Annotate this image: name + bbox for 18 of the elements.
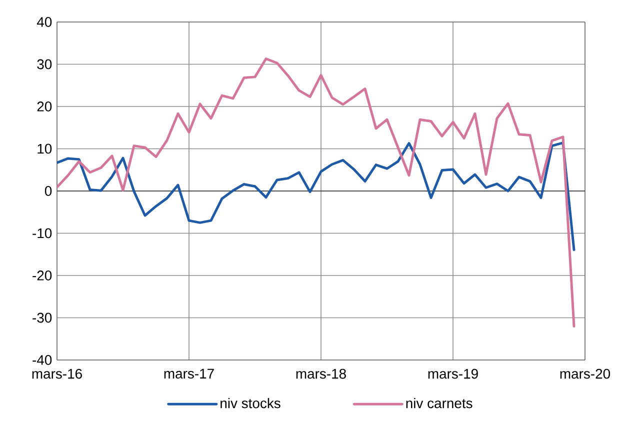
x-tick-label: mars-20 — [560, 368, 610, 379]
line-series — [57, 58, 576, 328]
y-tick-label: 40 — [36, 17, 52, 27]
y-tick-label: -30 — [32, 312, 52, 323]
legend-label: niv carnets — [406, 398, 472, 408]
y-tick-label: -10 — [32, 228, 52, 238]
y-tick-label: 30 — [37, 59, 52, 70]
legend-label: niv stocks — [220, 398, 280, 408]
x-tick-label: mars-18 — [296, 368, 346, 379]
x-tick-label: mars-16 — [32, 368, 82, 379]
y-tick-label: 10 — [38, 144, 52, 154]
x-tick-label: mars-17 — [164, 368, 214, 379]
y-tick-label: 0 — [44, 186, 52, 196]
x-tick-label: mars-19 — [428, 368, 478, 379]
y-tick-label: -20 — [32, 270, 52, 280]
y-tick-label: 20 — [37, 102, 52, 112]
y-tick-label: -40 — [32, 355, 52, 365]
line-series — [57, 142, 576, 251]
